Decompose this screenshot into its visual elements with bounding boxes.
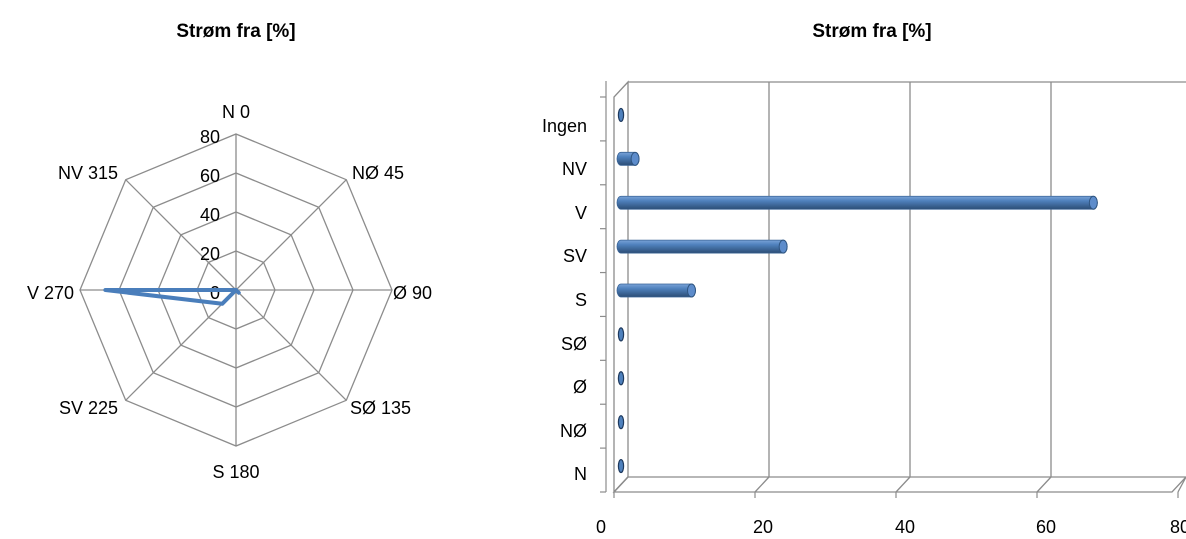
bar-label-no: NØ <box>560 421 587 441</box>
radar-label-no: NØ 45 <box>352 163 404 183</box>
radar-tick-0: 0 <box>210 283 220 303</box>
bar-s <box>616 283 696 298</box>
radar-tick-60: 60 <box>200 166 220 186</box>
bar-floor-gridline <box>613 476 629 493</box>
radar-tick-80: 80 <box>200 127 220 147</box>
bar-label-so: SØ <box>561 334 587 354</box>
bar-plot-frame <box>600 80 1186 494</box>
radar-series-line <box>103 288 241 306</box>
radar-tick-20: 20 <box>200 244 220 264</box>
radar-spoke <box>235 289 347 401</box>
bar-label-v: V <box>575 203 587 223</box>
bar-xtick-60: 60 <box>1036 517 1056 537</box>
bar-xtick-20: 20 <box>753 517 773 537</box>
bar-v <box>616 195 1098 210</box>
radar-label-v: V 270 <box>27 283 74 303</box>
bar-xtick-40: 40 <box>895 517 915 537</box>
bar-label-sv: SV <box>563 246 587 266</box>
bar-gridlines <box>613 82 1186 498</box>
bar-x-tick-labels: 0 20 40 60 80 <box>596 517 1186 537</box>
bar-cap <box>617 415 625 430</box>
radar-label-s: S 180 <box>212 462 259 482</box>
bar-cap <box>617 458 625 474</box>
radar-title: Strøm fra [%] <box>176 21 295 42</box>
bar-nø <box>617 415 625 430</box>
radar-spoke <box>125 289 237 401</box>
bar-floor-gridline <box>754 476 770 493</box>
bar-title: Strøm fra [%] <box>812 21 931 42</box>
radar-category-labels: N 0 NØ 45 Ø 90 SØ 135 S 180 SV 225 V 270… <box>27 102 432 482</box>
bar-xtick-80: 80 <box>1170 517 1186 537</box>
bar-cap <box>778 239 788 254</box>
bar-body <box>616 195 1098 210</box>
bar-label-s: S <box>575 290 587 310</box>
radar-radial-ticks: 0 20 40 60 80 <box>200 127 220 303</box>
bar-cap <box>1088 195 1098 210</box>
radar-label-nv: NV 315 <box>58 163 118 183</box>
radar-spoke <box>125 179 237 291</box>
bar-label-ingen: Ingen <box>542 116 587 136</box>
radar-label-n: N 0 <box>222 102 250 122</box>
bar-nv <box>616 151 640 166</box>
bar-cap <box>687 283 696 298</box>
radar-chart: Strøm fra [%] 0 20 40 60 80 N 0 NØ 45 Ø … <box>27 21 432 482</box>
bar-label-n: N <box>574 464 587 484</box>
bar-floor <box>612 476 1186 493</box>
bar-sv <box>616 239 788 254</box>
radar-label-o: Ø 90 <box>393 283 432 303</box>
radar-spoke <box>235 179 347 291</box>
bar-xtick-0: 0 <box>596 517 606 537</box>
bar-floor-gridline <box>895 476 911 493</box>
bar-chart: Strøm fra [%] N NØ Ø SØ S SV V NV Ingen … <box>542 21 1186 537</box>
bar-cap <box>617 371 625 386</box>
bar-back-wall <box>628 82 1186 477</box>
radar-tick-40: 40 <box>200 205 220 225</box>
bar-body <box>616 283 696 298</box>
bar-n <box>617 458 625 474</box>
bar-floor-gridline <box>1177 476 1186 493</box>
bar-sø <box>617 327 625 342</box>
bar-cap <box>630 151 640 166</box>
bar-floor-gridline <box>1036 476 1052 493</box>
radar-label-sv: SV 225 <box>59 398 118 418</box>
bar-cap <box>617 327 625 342</box>
bar-cap <box>617 107 625 123</box>
bar-ingen <box>617 107 625 123</box>
bar-category-labels: N NØ Ø SØ S SV V NV Ingen <box>542 116 587 484</box>
bar-body <box>616 239 788 254</box>
bar-ø <box>617 371 625 386</box>
radar-label-so: SØ 135 <box>350 398 411 418</box>
bar-label-o: Ø <box>573 377 587 397</box>
bar-series <box>616 107 1098 474</box>
bar-label-nv: NV <box>562 159 587 179</box>
